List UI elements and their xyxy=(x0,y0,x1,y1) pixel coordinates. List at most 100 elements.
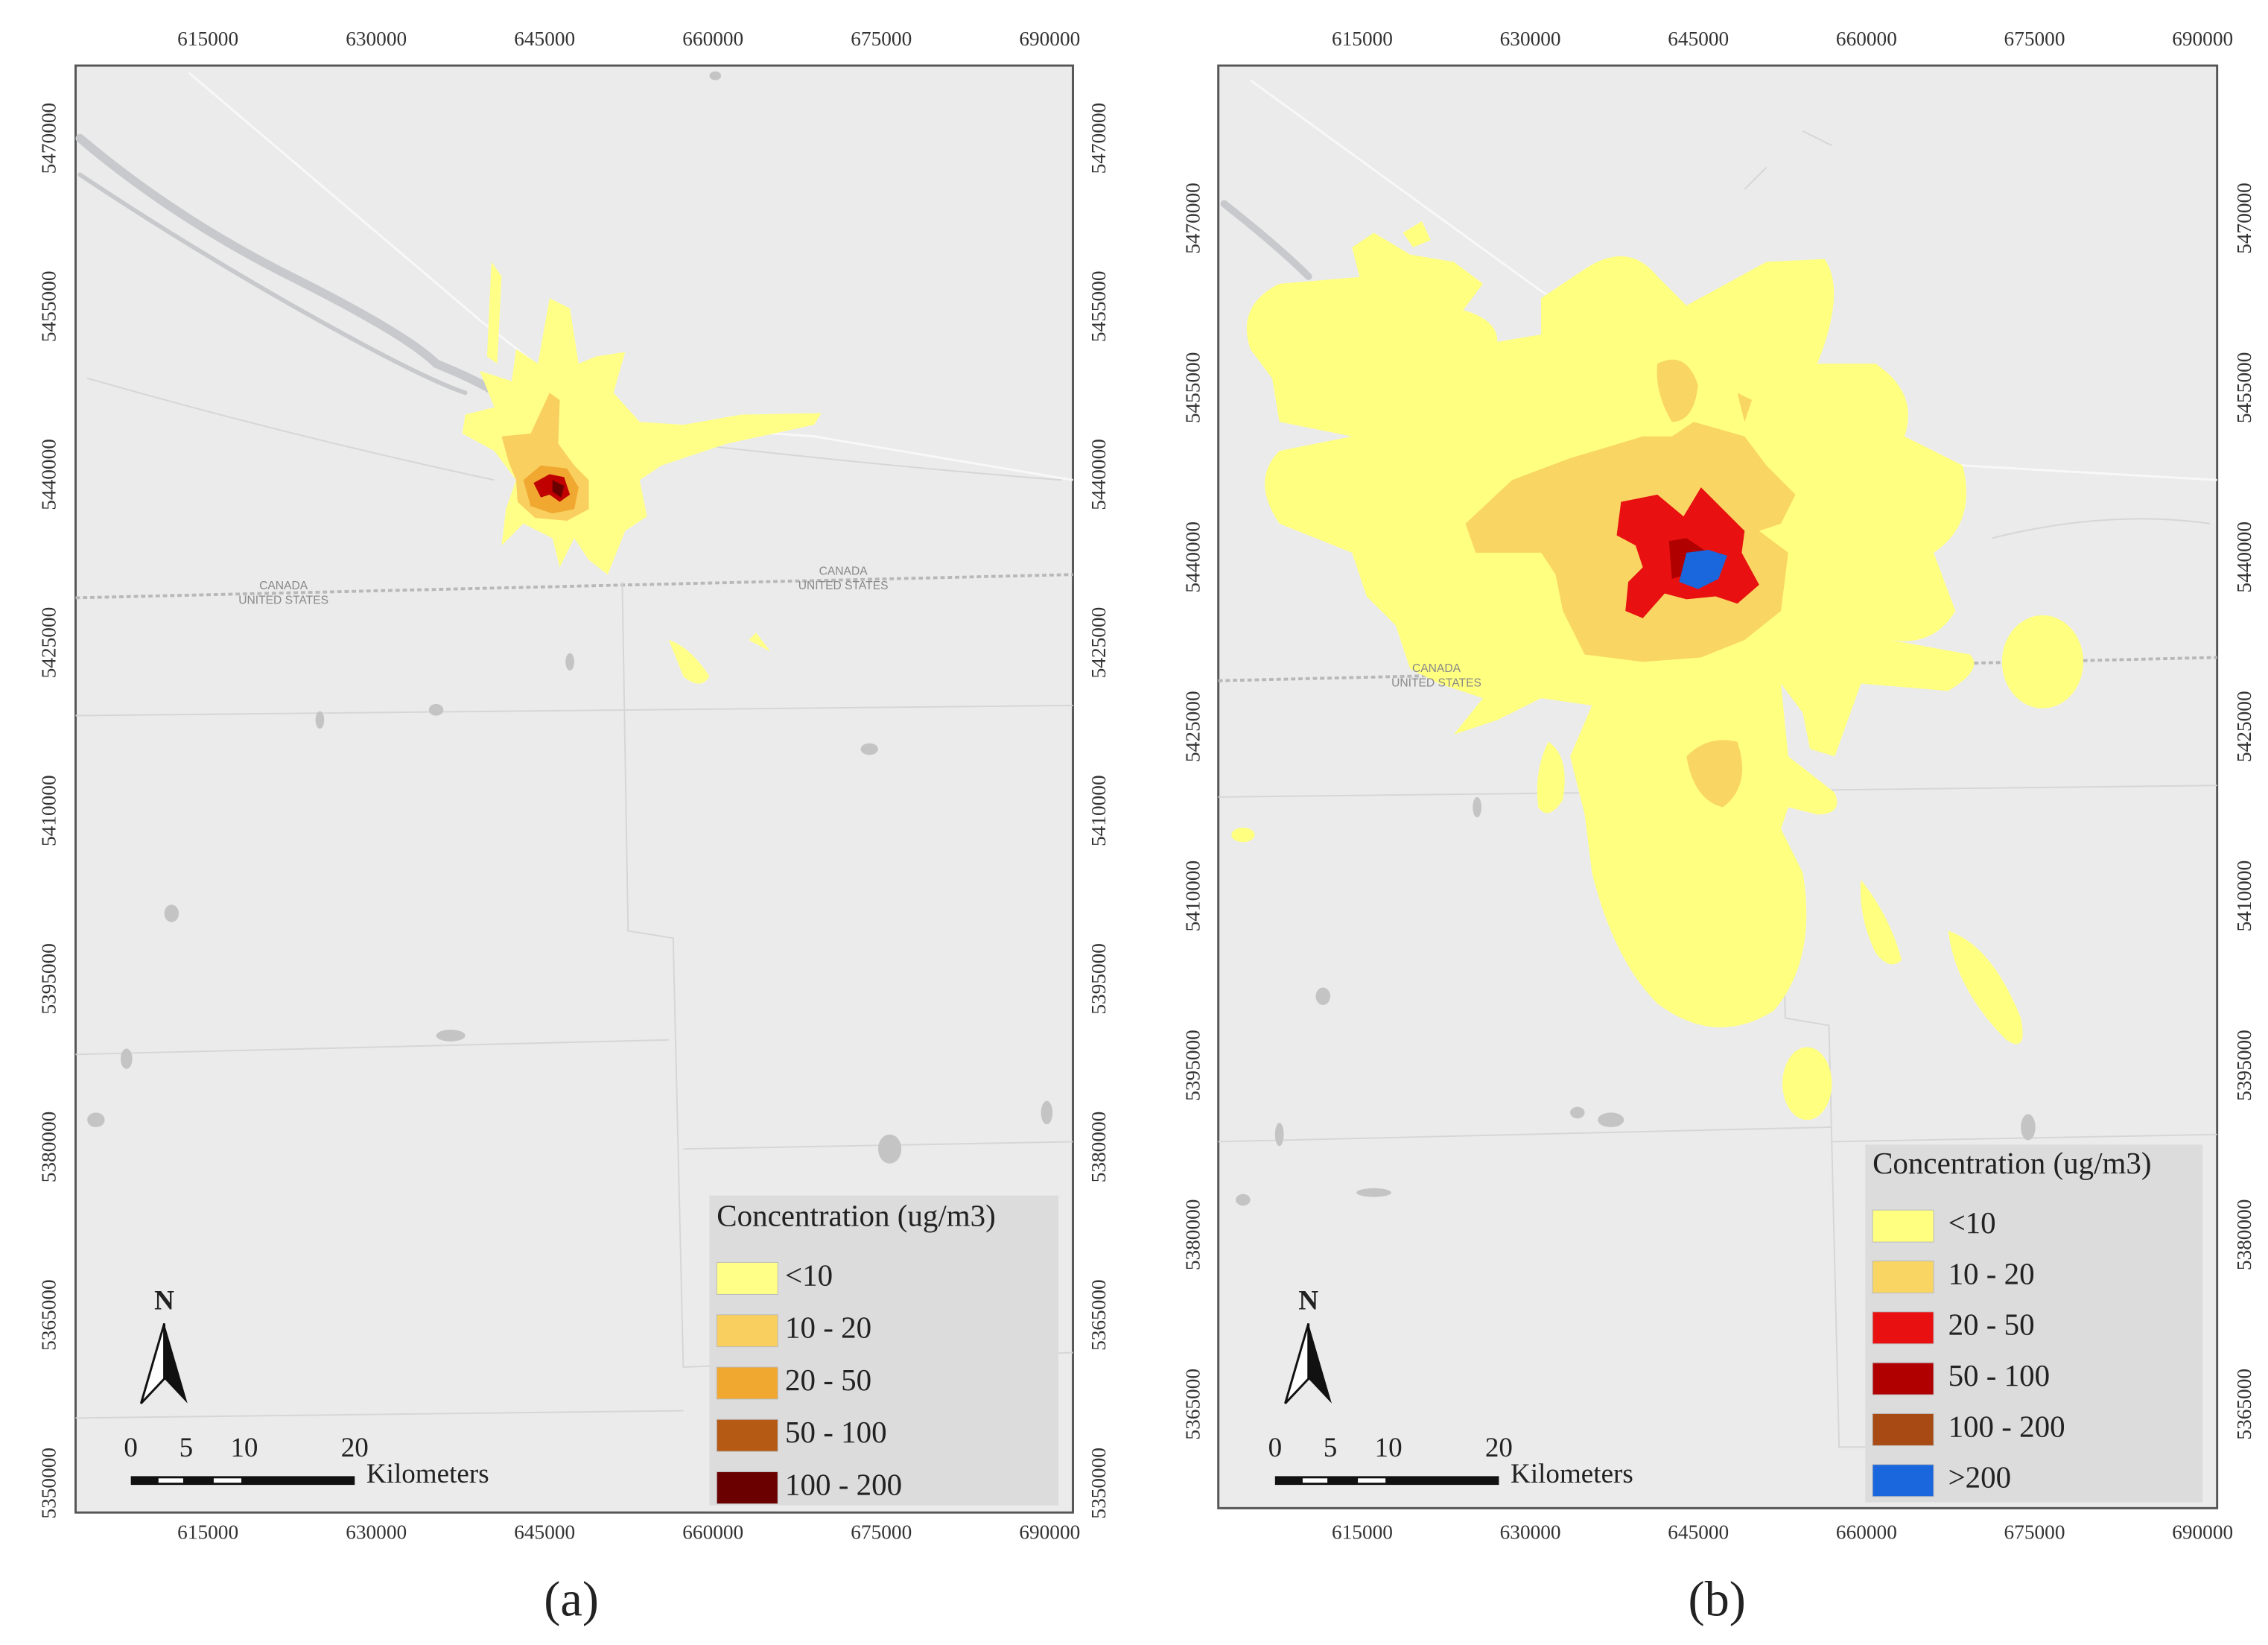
y-tick-label: 5470000 xyxy=(1182,183,1204,254)
y-tick-label: 5470000 xyxy=(1087,103,1110,174)
legend-label: 50 - 100 xyxy=(785,1415,887,1449)
y-tick-label: 5365000 xyxy=(1087,1279,1110,1351)
x-tick-label: 660000 xyxy=(682,28,743,50)
x-tick-label: 675000 xyxy=(2004,28,2065,50)
country-label: UNITED STATES xyxy=(238,594,328,606)
y-tick-label: 5380000 xyxy=(38,1112,60,1183)
scale-bar-segment xyxy=(213,1478,242,1483)
y-tick-label: 5455000 xyxy=(1182,352,1204,424)
legend-swatch xyxy=(716,1471,778,1504)
y-tick-label: 5395000 xyxy=(1182,1030,1204,1101)
legend-label: <10 xyxy=(1948,1205,1996,1240)
y-tick-label: 5410000 xyxy=(1087,775,1110,846)
scale-bar xyxy=(1274,1476,1499,1486)
y-tick-label: 5425000 xyxy=(1182,691,1204,762)
legend-label: >200 xyxy=(1948,1460,2012,1495)
legend-label: 50 - 100 xyxy=(1948,1358,2051,1392)
x-tick-label: 630000 xyxy=(1500,1521,1561,1544)
legend-title: Concentration (ug/m3) xyxy=(1872,1146,2151,1180)
scale-label: 20 xyxy=(1485,1433,1513,1463)
annotations: 615000 615000 630000 630000 645000 645000 6600… xyxy=(38,28,2255,1626)
panel-label: (b) xyxy=(1689,1572,1746,1626)
legend-swatch xyxy=(1872,1464,1934,1497)
country-label: CANADA xyxy=(1412,662,1461,675)
country-label: CANADA xyxy=(259,580,308,592)
x-tick-label: 660000 xyxy=(1836,28,1897,50)
panel-label: (a) xyxy=(544,1572,599,1626)
legend-label: 20 - 50 xyxy=(1948,1308,2035,1342)
y-tick-label: 5470000 xyxy=(2233,183,2255,254)
x-tick-label: 645000 xyxy=(1668,28,1729,50)
x-tick-label: 690000 xyxy=(2172,28,2233,50)
y-tick-label: 5410000 xyxy=(38,775,60,846)
x-tick-label: 630000 xyxy=(346,1521,407,1544)
map-a xyxy=(74,64,1074,1514)
y-tick-label: 5365000 xyxy=(2233,1369,2255,1440)
y-tick-label: 5455000 xyxy=(2233,352,2255,424)
legend-label: <10 xyxy=(785,1258,833,1292)
y-tick-label: 5380000 xyxy=(1182,1199,1204,1271)
scale-bar-segment xyxy=(1358,1478,1386,1483)
scale-label: 0 xyxy=(1268,1433,1283,1463)
scale-bar-segment xyxy=(1302,1478,1328,1483)
legend-swatch xyxy=(1872,1209,1934,1243)
scale-label: 10 xyxy=(230,1433,258,1463)
x-tick-label: 645000 xyxy=(1668,1521,1729,1544)
country-label: UNITED STATES xyxy=(1391,677,1481,690)
legend-swatch xyxy=(716,1261,778,1295)
legend-label: 100 - 200 xyxy=(785,1467,902,1501)
y-tick-label: 5395000 xyxy=(2233,1030,2255,1101)
y-tick-label: 5365000 xyxy=(38,1279,60,1351)
legend-swatch xyxy=(1872,1362,1934,1395)
y-tick-label: 5380000 xyxy=(2233,1199,2255,1271)
x-tick-label: 675000 xyxy=(851,28,912,50)
legend-swatch xyxy=(716,1366,778,1400)
x-tick-label: 675000 xyxy=(851,1521,912,1544)
x-tick-label: 630000 xyxy=(1500,28,1561,50)
x-tick-label: 615000 xyxy=(177,1521,238,1544)
x-tick-label: 615000 xyxy=(1332,28,1393,50)
legend-label: 100 - 200 xyxy=(1948,1409,2065,1443)
y-tick-label: 5440000 xyxy=(1182,522,1204,593)
legend-box xyxy=(709,1195,1058,1506)
x-tick-label: 690000 xyxy=(2172,1521,2233,1544)
scale-label: 0 xyxy=(124,1433,138,1463)
y-tick-label: 5380000 xyxy=(1087,1112,1110,1183)
legend-swatch xyxy=(1872,1261,1934,1293)
y-tick-label: 5365000 xyxy=(1182,1369,1204,1440)
legend-label: 10 - 20 xyxy=(785,1310,871,1345)
x-tick-label: 660000 xyxy=(682,1521,743,1544)
x-tick-label: 645000 xyxy=(514,1521,575,1544)
x-tick-label: 630000 xyxy=(346,28,407,50)
y-tick-label: 5410000 xyxy=(2233,860,2255,932)
country-label: CANADA xyxy=(819,565,868,577)
y-tick-label: 5455000 xyxy=(1087,270,1110,342)
y-tick-label: 5350000 xyxy=(38,1448,60,1519)
y-tick-label: 5425000 xyxy=(2233,691,2255,762)
x-tick-label: 615000 xyxy=(1332,1521,1393,1544)
legend-swatch xyxy=(716,1419,778,1452)
scale-bar-segment xyxy=(158,1478,183,1483)
north-label: N xyxy=(154,1286,174,1316)
legend-swatch xyxy=(1872,1311,1934,1345)
y-tick-label: 5410000 xyxy=(1182,860,1204,932)
y-tick-label: 5440000 xyxy=(2233,522,2255,593)
x-tick-label: 690000 xyxy=(1019,1521,1080,1544)
legend-swatch xyxy=(716,1314,778,1348)
y-tick-label: 5440000 xyxy=(38,439,60,510)
legend-label: 10 - 20 xyxy=(1948,1256,2035,1290)
y-tick-label: 5455000 xyxy=(38,270,60,342)
legend-swatch xyxy=(1872,1413,1934,1446)
north-label: N xyxy=(1298,1286,1318,1316)
x-tick-label: 645000 xyxy=(514,28,575,50)
scale-bar xyxy=(130,1476,355,1486)
scale-label: 10 xyxy=(1375,1433,1403,1463)
y-tick-label: 5395000 xyxy=(38,943,60,1015)
y-tick-label: 5440000 xyxy=(1087,439,1110,510)
y-tick-label: 5395000 xyxy=(1087,943,1110,1015)
legend-label: 20 - 50 xyxy=(785,1363,871,1397)
scale-unit: Kilometers xyxy=(1511,1459,1633,1489)
x-tick-label: 690000 xyxy=(1019,28,1080,50)
scale-unit: Kilometers xyxy=(366,1459,489,1489)
